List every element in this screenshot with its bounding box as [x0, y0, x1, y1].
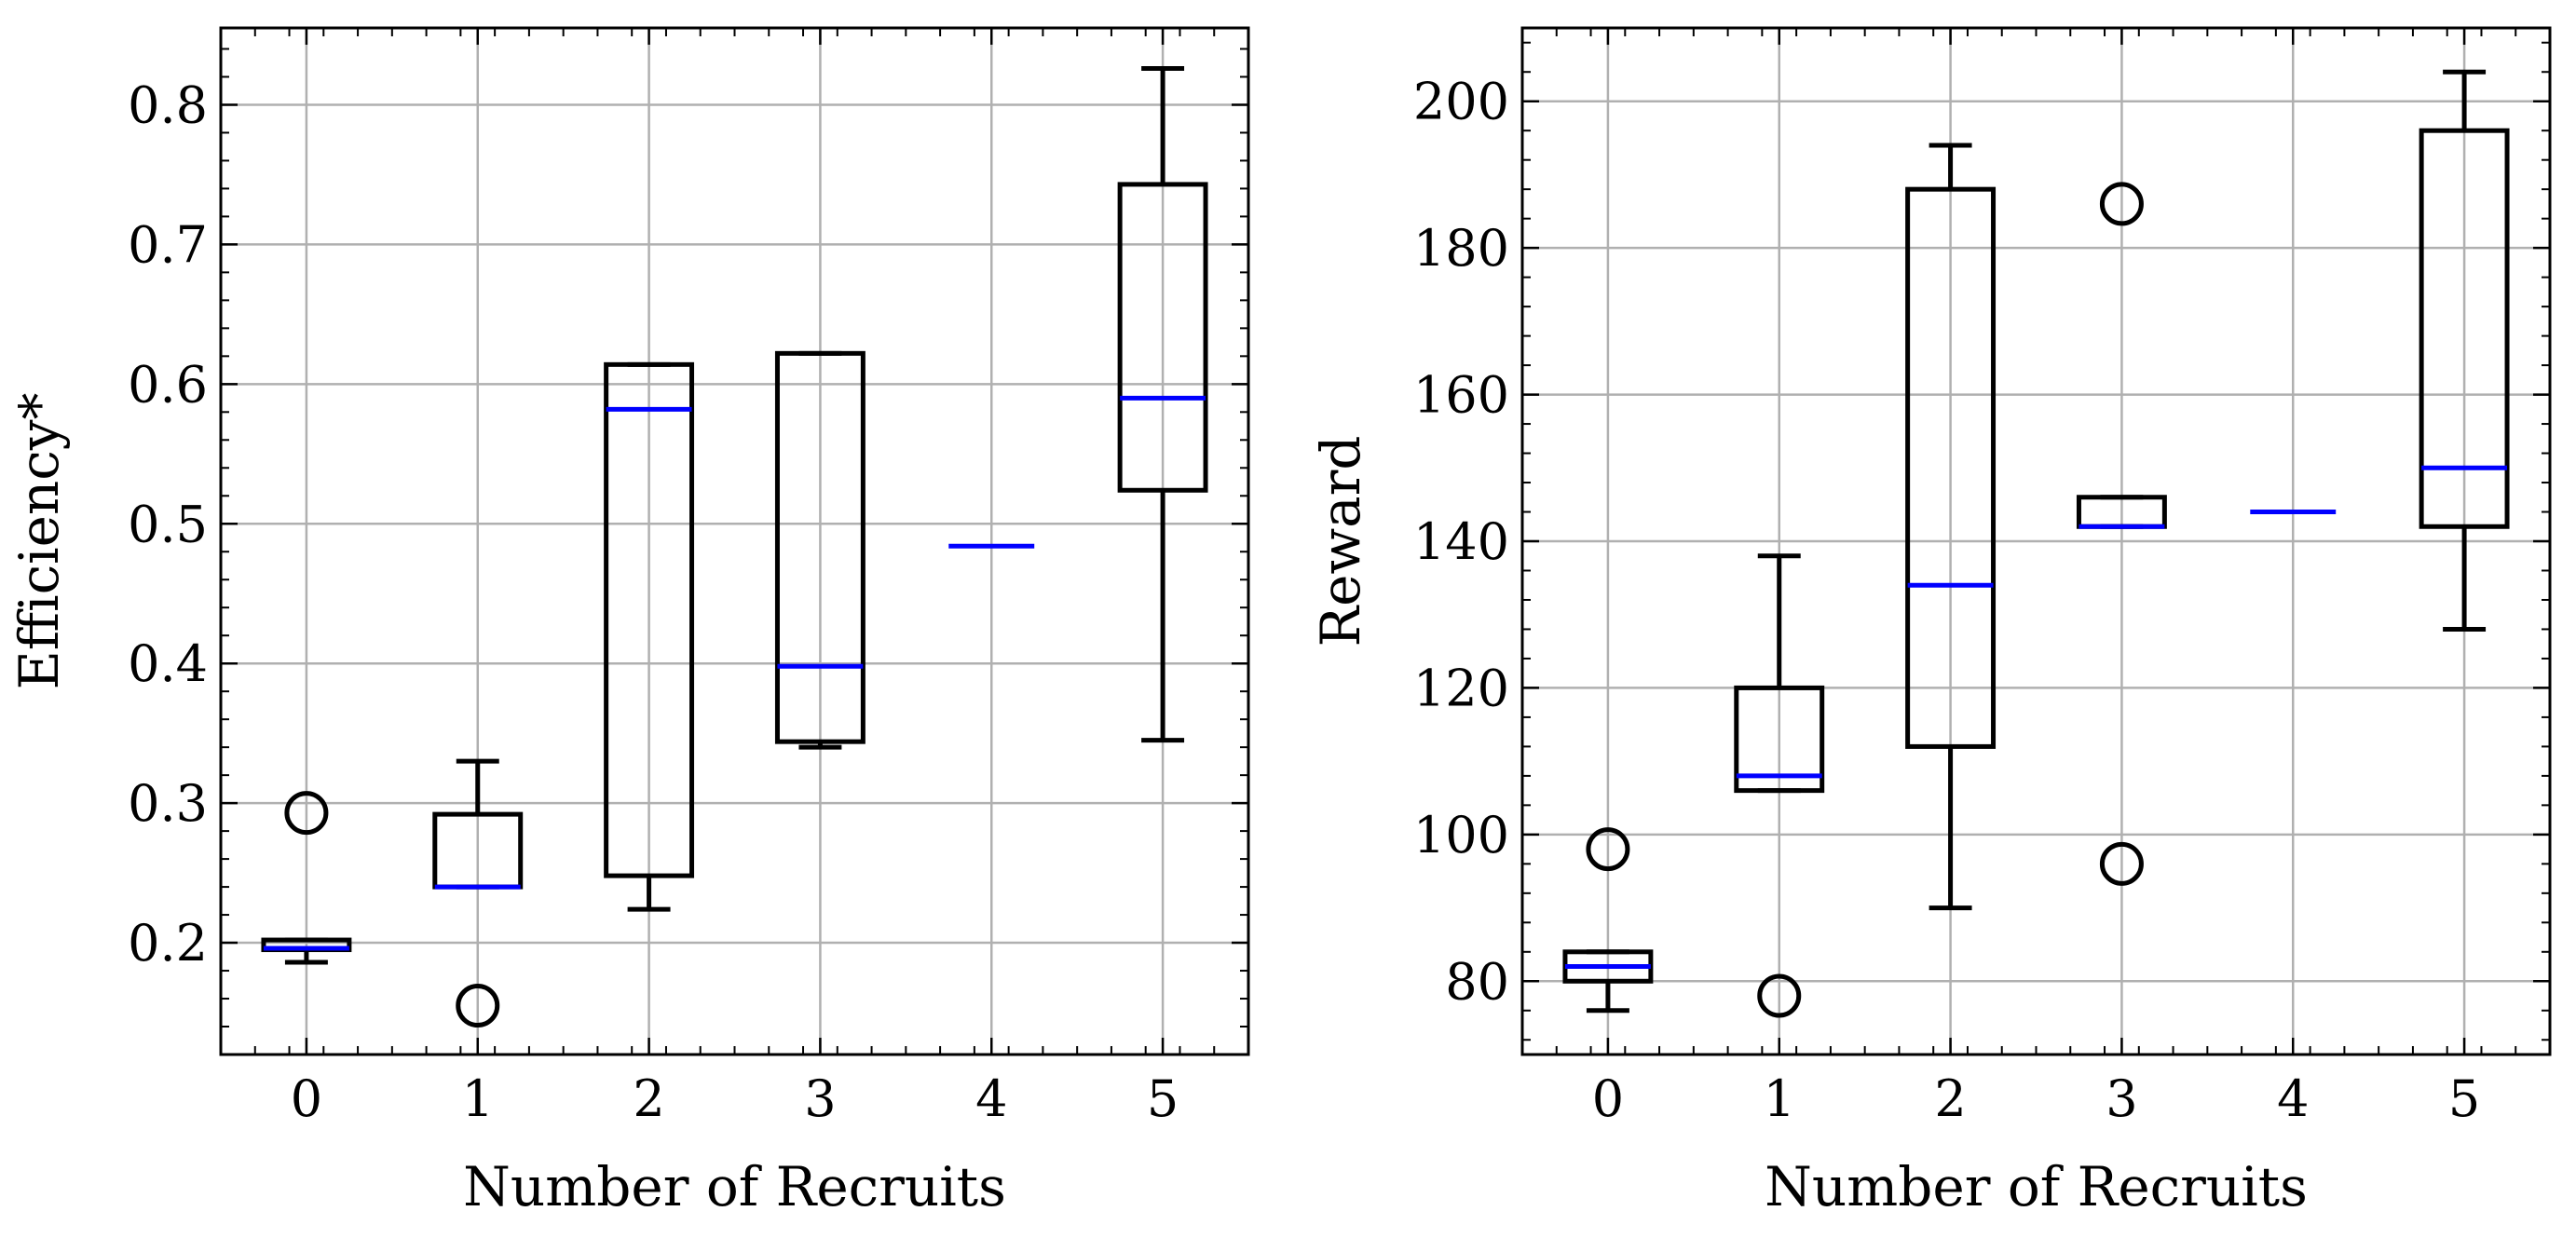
outlier-point	[456, 984, 500, 1028]
y-tick-label: 0.5	[128, 495, 208, 553]
box-iqr	[604, 361, 695, 878]
x-tick-label: 1	[1764, 1069, 1795, 1128]
y-tick-label: 120	[1413, 659, 1509, 717]
efficiency-boxplot-panel: 0 1 2 3 4 5 0.2 0.3 0.4 0.5 0.6 0.7 0.8 Number of Rec…	[7, 26, 1250, 1218]
x-axis-label: Number of Recruits	[463, 1155, 1006, 1218]
x-tick-label: 1	[462, 1069, 494, 1128]
y-tick-label: 180	[1413, 219, 1509, 278]
outlier-point	[1757, 973, 1802, 1018]
box-iqr	[1905, 186, 1997, 749]
y-tick-label: 0.3	[128, 774, 208, 833]
x-tick-label: 5	[1147, 1069, 1179, 1128]
box-iqr	[774, 350, 865, 744]
reward-boxplot-panel: 0 1 2 3 4 5 80 100 120 140 160 180 200 Number of Recr…	[1309, 26, 2552, 1218]
y-tick-label: 0.8	[128, 75, 208, 134]
x-tick-label: 0	[1592, 1069, 1624, 1128]
box-iqr	[1117, 182, 1208, 493]
x-tick-label: 3	[2106, 1069, 2137, 1128]
y-tick-label: 80	[1445, 952, 1509, 1011]
y-tick-label: 0.4	[128, 634, 208, 693]
y-tick-label: 0.6	[128, 355, 208, 414]
y-axis-label: Efficiency*	[7, 392, 71, 689]
plot-frame	[219, 26, 1250, 1056]
x-tick-label: 2	[1934, 1069, 1966, 1128]
outlier-point	[2099, 182, 2144, 226]
x-tick-label: 2	[633, 1069, 664, 1128]
x-tick-label: 3	[804, 1069, 836, 1128]
box-iqr	[1734, 685, 1825, 794]
box-iqr	[2419, 128, 2510, 529]
y-tick-label: 100	[1413, 806, 1509, 864]
y-tick-label: 200	[1413, 73, 1509, 131]
x-axis-label: Number of Recruits	[1765, 1155, 2308, 1218]
outlier-point	[1586, 827, 1630, 872]
y-tick-label: 0.7	[128, 215, 208, 274]
x-tick-label: 4	[975, 1069, 1007, 1128]
y-tick-label: 140	[1413, 512, 1509, 571]
x-tick-label: 0	[291, 1069, 322, 1128]
x-tick-label: 4	[2277, 1069, 2309, 1128]
x-tick-label: 5	[2448, 1069, 2480, 1128]
outlier-point	[284, 791, 329, 836]
outlier-point	[2099, 841, 2144, 886]
y-tick-label: 160	[1413, 366, 1509, 425]
y-axis-label: Reward	[1309, 435, 1372, 646]
y-tick-label: 0.2	[128, 914, 208, 973]
plot-frame	[1520, 26, 2552, 1056]
